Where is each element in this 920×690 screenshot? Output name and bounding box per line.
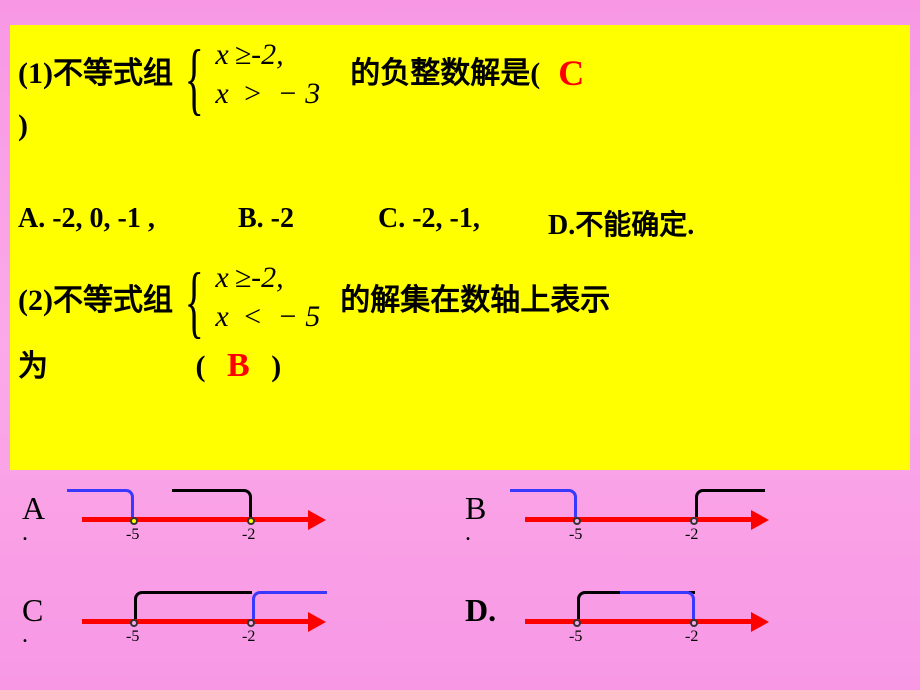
dot: . xyxy=(22,520,28,547)
bracket-black xyxy=(695,489,765,517)
numberline-c: -5 -2 xyxy=(72,580,332,640)
option-a: A. -2, 0, -1 , xyxy=(18,203,238,243)
tick-label-neg2: -2 xyxy=(685,526,698,544)
brace-icon: { xyxy=(185,44,204,114)
diagram-a-label: A xyxy=(22,490,62,527)
tick-neg5 xyxy=(573,619,581,627)
q2-suffix: 的解集在数轴上表示 xyxy=(340,275,610,319)
content-panel: (1)不等式组 { x≥-2, x > − 3 的负整数解是( C ) A. -… xyxy=(10,25,910,470)
bracket-blue xyxy=(67,489,134,517)
q1-sys-row2: x > − 3 xyxy=(215,74,320,113)
q2-sys-row1: x≥-2, xyxy=(215,258,320,297)
q1-sys-row1: x≥-2, xyxy=(215,35,320,74)
option-c: C. -2, -1, xyxy=(378,203,548,243)
q2-paren-open: ( xyxy=(196,350,206,383)
bracket-black xyxy=(172,489,252,517)
arrow-icon xyxy=(308,510,326,530)
diagram-d-label: D. xyxy=(465,592,505,629)
axis xyxy=(82,619,312,624)
bracket-blue xyxy=(510,489,577,517)
q1-system: x≥-2, x > − 3 xyxy=(215,35,320,113)
question-2: (2)不等式组 { x≥-2, x < − 5 的解集在数轴上表示 xyxy=(18,258,902,336)
question-1: (1)不等式组 { x≥-2, x > − 3 的负整数解是( C xyxy=(18,35,902,113)
option-b: B. -2 xyxy=(238,203,378,243)
q1-answer: C xyxy=(558,52,584,95)
tick-label-neg5: -5 xyxy=(569,628,582,646)
axis xyxy=(82,517,312,522)
q2-tail: 为 ( B ) xyxy=(18,341,902,385)
numberline-b: -5 -2 xyxy=(515,478,775,538)
dot: . xyxy=(465,520,471,547)
axis xyxy=(525,517,755,522)
tick-neg2 xyxy=(690,619,698,627)
diagram-c-label: C xyxy=(22,592,62,629)
tick-neg5 xyxy=(573,517,581,525)
tick-neg2 xyxy=(247,517,255,525)
option-d: D.不能确定. xyxy=(548,203,694,243)
numberline-d: -5 -2 xyxy=(515,580,775,640)
diagram-c-row: C . -5 -2 xyxy=(22,580,332,640)
dot: . xyxy=(22,622,28,649)
bracket-black xyxy=(134,591,252,619)
q1-close-paren: ) xyxy=(18,109,902,143)
q1-prefix: (1)不等式组 xyxy=(18,56,173,92)
bracket-blue xyxy=(620,591,695,619)
tick-label-neg2: -2 xyxy=(242,628,255,646)
tick-neg2 xyxy=(247,619,255,627)
diagram-a-row: A . -5 -2 xyxy=(22,478,332,538)
q2-sys-row2: x < − 5 xyxy=(215,297,320,336)
q2-tail-text: 为 xyxy=(18,350,48,383)
tick-neg5 xyxy=(130,517,138,525)
tick-neg2 xyxy=(690,517,698,525)
q2-answer: B xyxy=(227,347,250,384)
tick-label-neg2: -2 xyxy=(685,628,698,646)
tick-neg5 xyxy=(130,619,138,627)
arrow-icon xyxy=(751,612,769,632)
q2-paren-close: ) xyxy=(271,350,281,383)
q2-prefix: (2)不等式组 xyxy=(18,275,173,319)
brace-icon: { xyxy=(185,267,204,337)
q2-system: x≥-2, x < − 5 xyxy=(215,258,320,336)
q1-suffix: 的负整数解是( xyxy=(350,56,540,92)
tick-label-neg5: -5 xyxy=(126,526,139,544)
diagram-b-label: B xyxy=(465,490,505,527)
diagram-d-row: D. -5 -2 xyxy=(465,580,775,640)
axis xyxy=(525,619,755,624)
bracket-blue xyxy=(252,591,327,619)
q1-options: A. -2, 0, -1 , B. -2 C. -2, -1, D.不能确定. xyxy=(18,203,902,243)
diagram-b-row: B . -5 -2 xyxy=(465,478,775,538)
numberline-a: -5 -2 xyxy=(72,478,332,538)
tick-label-neg2: -2 xyxy=(242,526,255,544)
tick-label-neg5: -5 xyxy=(126,628,139,646)
tick-label-neg5: -5 xyxy=(569,526,582,544)
